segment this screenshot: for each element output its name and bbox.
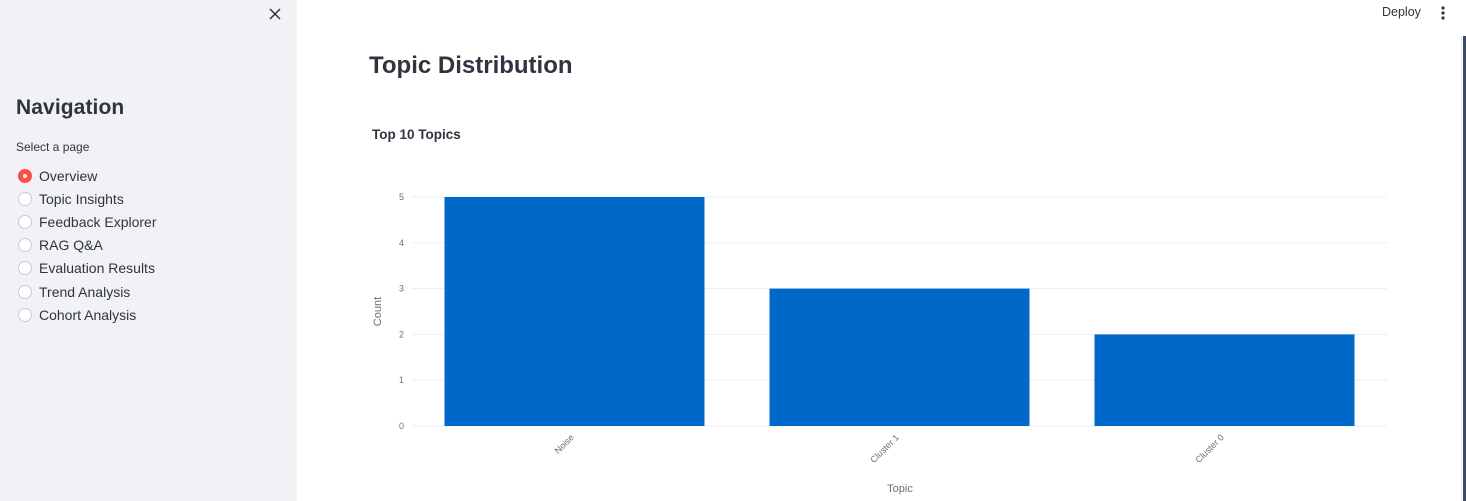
more-vertical-icon [1441,6,1445,20]
radio-label: Evaluation Results [39,260,155,277]
sidebar-title: Navigation [16,96,125,119]
radio-label: Overview [39,167,98,184]
radio-checked-icon[interactable] [18,168,32,183]
radio-unchecked-icon[interactable] [18,261,32,276]
radio-option-trend-analysis[interactable]: Trend Analysis [18,280,157,303]
bar-noise[interactable] [444,197,705,426]
chart-title: Top 10 Topics [372,127,461,142]
y-tick-label: 1 [399,375,404,385]
close-icon [269,8,281,20]
main-menu-button[interactable] [1432,2,1454,24]
y-tick-label: 2 [399,329,404,339]
page-select-label: Select a page [16,140,90,154]
page-title: Topic Distribution [369,52,573,79]
radio-unchecked-icon[interactable] [18,307,32,322]
window-edge [1463,36,1466,501]
sidebar: Navigation Select a page Overview Topic I… [0,0,297,501]
radio-unchecked-icon[interactable] [18,284,32,299]
x-tick-label: Cluster 1 [868,432,901,465]
radio-option-feedback-explorer[interactable]: Feedback Explorer [18,210,157,233]
y-tick-label: 0 [399,421,404,431]
y-tick-label: 4 [399,238,404,248]
y-axis-title: Count [372,297,384,326]
radio-option-rag-q-a[interactable]: RAG Q&A [18,234,157,257]
radio-label: Cohort Analysis [39,306,137,323]
y-tick-label: 5 [399,192,404,202]
radio-option-cohort-analysis[interactable]: Cohort Analysis [18,303,157,326]
x-tick-label: Noise [553,432,576,455]
radio-label: Trend Analysis [39,283,131,300]
radio-unchecked-icon[interactable] [18,214,32,229]
deploy-button[interactable]: Deploy [1382,5,1421,19]
x-tick-label: Cluster 0 [1193,432,1226,465]
page-radio-group: Overview Topic Insights Feedback Explorer R… [18,164,157,326]
radio-label: RAG Q&A [39,237,103,254]
radio-option-topic-insights[interactable]: Topic Insights [18,187,157,210]
scrollbar-track [1461,36,1462,501]
radio-option-overview[interactable]: Overview [18,164,157,187]
x-axis-title: Topic [887,483,913,495]
close-sidebar-button[interactable] [264,3,286,25]
bar-cluster-1[interactable] [769,288,1030,426]
y-tick-label: 3 [399,284,404,294]
bar-cluster-0[interactable] [1094,334,1355,426]
radio-option-evaluation-results[interactable]: Evaluation Results [18,257,157,280]
radio-label: Feedback Explorer [39,213,157,230]
radio-unchecked-icon[interactable] [18,191,32,206]
radio-unchecked-icon[interactable] [18,238,32,253]
radio-label: Topic Insights [39,190,124,207]
